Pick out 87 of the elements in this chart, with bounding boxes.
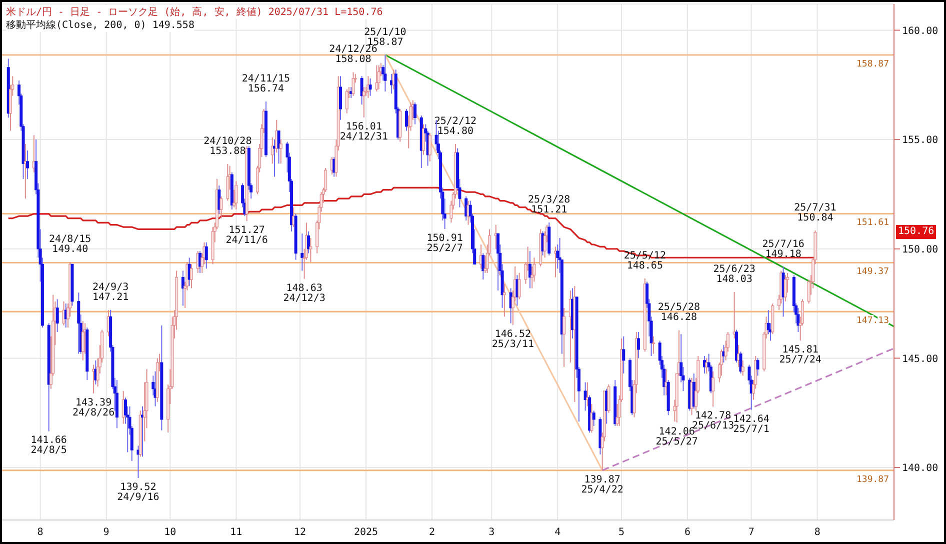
annotation: 150.91 25/2/7 [426,232,463,254]
y-tick-label: 145.00 [902,354,938,365]
x-tick-label: 6 [684,527,691,538]
ref-line-label: 139.87 [856,474,889,485]
candlestick [637,331,640,359]
candlestick [300,233,304,272]
candlestick [62,300,66,326]
x-tick-label: 3 [488,527,495,538]
candlestick [220,196,223,219]
candlestick [414,102,416,125]
candlestick [360,76,364,106]
annotation: 151.27 24/11/6 [226,225,268,246]
candlestick [784,274,787,302]
candlestick [375,64,378,92]
annotation: 143.39 24/8/26 [72,397,115,418]
x-tick-label: 12 [294,527,306,538]
candlestick [562,307,566,368]
x-tick-label: 5 [618,527,625,538]
candlestick [518,272,521,300]
candlestick [309,237,312,262]
candlestick [115,380,118,429]
ref-line-label: 158.87 [856,59,889,70]
annotation: 145.81 25/7/24 [779,344,822,366]
candlestick [190,264,193,289]
x-tick-label: 7 [748,527,754,538]
chart-title: 米ドル/円 - 日足 - ローソク足 (始, 高, 安, 終値) 2025/07/31 L=150.76 [6,5,383,19]
candlestick [652,336,655,354]
candlestick [796,307,800,332]
annotation: 25/3/28 151.21 [528,194,570,216]
x-tick-label: 2025 [354,527,378,538]
candlestick [756,358,760,376]
annotation: 25/6/23 148.03 [713,264,756,285]
candlestick [622,336,626,374]
candlestick [345,88,348,114]
annotation: 24/9/3 147.21 [92,282,129,303]
annotation: 139.87 25/4/22 [581,474,624,496]
x-tick-label: 9 [103,527,110,538]
candlestick [496,233,500,291]
candlestick [204,242,208,270]
candlestick [712,370,715,408]
x-tick-label: 10 [164,527,176,538]
annotation: 24/10/28 153.88 [204,136,252,158]
candlestick [739,351,742,374]
candlestick [741,360,744,376]
x-tick-label: 4 [554,527,561,538]
annotation: 141.66 24/8/5 [30,435,67,456]
annotation: 25/2/12 154.80 [434,116,477,137]
candlestick [404,108,408,132]
annotation: 24/8/15 149.40 [49,234,92,255]
y-tick-label: 160.00 [902,26,938,37]
candlestick [81,320,84,361]
candlestick [56,298,59,332]
annotation: 156.01 24/12/31 [340,121,388,142]
candlestick [428,132,432,162]
annotation: 24/11/15 156.74 [242,74,290,95]
annotation: 139.52 24/9/16 [117,482,160,504]
candlestick [181,270,184,306]
text: 移動平均線(Close, 200, 0) 149.558 [6,18,194,32]
candlestick [307,230,310,254]
candlestick [384,54,387,92]
candlestick [528,250,532,289]
annotation: 148.63 24/12/3 [283,282,326,304]
annotation: 25/5/28 146.28 [658,302,700,324]
annotation: 150.76 [896,225,936,240]
ref-line-label: 149.37 [856,267,889,278]
candlestick [377,64,380,90]
x-tick-label: 8 [37,527,44,538]
annotation: 142.64 25/7/1 [733,414,770,435]
candlestick [226,164,230,202]
x-tick-label: 8 [814,527,820,538]
candlestick [26,150,30,180]
x-tick-label: 11 [230,527,242,538]
y-tick-label: 140.00 [902,463,938,474]
candlestick [362,86,366,118]
candlestick [279,139,282,164]
y-tick-label: 150.00 [902,244,938,256]
x-tick-label: 2 [429,527,436,538]
candlestick [338,76,342,120]
annotation: 25/7/31 150.84 [794,202,836,224]
candlestick [807,278,810,304]
ref-line-label: 151.61 [856,218,889,228]
candlestick [234,180,238,210]
candlestick [592,410,596,426]
annotation: 146.52 25/3/11 [492,328,534,350]
candlestick [502,283,506,318]
candlestick [368,78,372,96]
y-tick-label: 155.00 [902,135,938,146]
